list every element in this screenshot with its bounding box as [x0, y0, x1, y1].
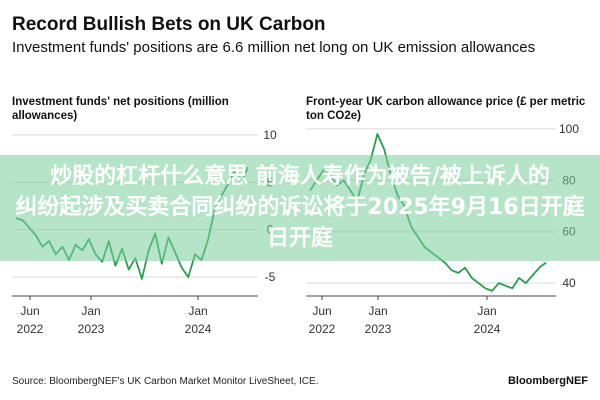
overlay-line-3: 日开庭 [266, 226, 333, 251]
page-subtitle: Investment funds' positions are 6.6 mill… [12, 39, 536, 56]
x-tick-label-month: Jan [188, 304, 207, 318]
left-chart-title: Investment funds' net positions (million… [12, 96, 229, 122]
overlay-banner [0, 155, 600, 261]
page-title: Record Bullish Bets on UK Carbon [12, 14, 326, 35]
x-tick-label-year: 2024 [474, 322, 501, 336]
x-tick-label-year: 2024 [185, 322, 212, 336]
x-tick-label-month: Jan [81, 304, 100, 318]
x-tick-label-year: 2023 [78, 322, 105, 336]
source-note: Source: BloombergNEF's UK Carbon Market … [12, 376, 319, 387]
overlay-text: 炒股的杠杆什么意思 前海人寿作为被告/被上诉人的 纠纷起涉及买卖合同纠纷的诉讼将… [0, 161, 600, 254]
x-tick-label-month: Jun [20, 304, 39, 318]
x-tick-label-year: 2022 [17, 322, 44, 336]
x-tick-label-month: Jan [477, 304, 496, 318]
x-tick-label-year: 2023 [365, 322, 392, 336]
y-tick-label: -5 [265, 270, 276, 284]
y-tick-label: 100 [559, 122, 579, 136]
overlay-line-2: 纠纷起涉及买卖合同纠纷的诉讼将于2025年9月16日开庭 [15, 195, 585, 220]
y-tick-label: 40 [562, 276, 576, 290]
right-chart-title: Front-year UK carbon allowance price (£ … [306, 96, 586, 122]
x-tick-label-year: 2022 [309, 322, 336, 336]
brand-logo: BloombergNEF [507, 375, 588, 387]
y-tick-label: 10 [263, 128, 277, 142]
overlay-line-1: 炒股的杠杆什么意思 前海人寿作为被告/被上诉人的 [50, 164, 550, 189]
x-tick-label-month: Jan [368, 304, 387, 318]
x-tick-label-month: Jun [312, 304, 331, 318]
